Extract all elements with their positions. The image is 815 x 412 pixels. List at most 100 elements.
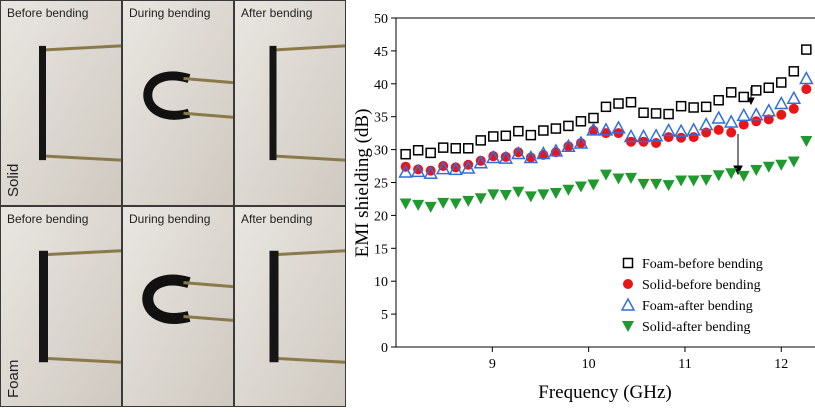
marker [763, 114, 774, 125]
photo-caption: Before bending [7, 6, 88, 20]
photo-caption: Before bending [7, 212, 88, 226]
marker [437, 142, 449, 153]
marker [648, 128, 664, 142]
marker [636, 128, 651, 143]
y-tick-label: 25 [374, 177, 388, 192]
clip-wire [42, 154, 122, 162]
marker [511, 145, 526, 160]
y-tick-label: 30 [374, 144, 388, 159]
photo-caption: During bending [129, 6, 210, 20]
y-tick-label: 20 [374, 209, 388, 224]
clip-wire [42, 44, 122, 52]
marker [800, 136, 813, 148]
photo-caption: After bending [241, 6, 312, 20]
marker [662, 180, 675, 192]
marker [475, 135, 487, 146]
photo [235, 207, 345, 406]
y-tick-label: 40 [374, 78, 388, 93]
y-tick-label: 50 [374, 12, 388, 27]
marker [424, 201, 437, 213]
y-tick-label: 0 [381, 341, 388, 356]
marker [410, 163, 426, 178]
photo [235, 1, 345, 205]
x-tick-label: 9 [489, 357, 496, 372]
legend-marker [620, 297, 636, 311]
marker [549, 188, 562, 200]
marker [788, 66, 800, 77]
marker [538, 125, 549, 136]
marker [736, 107, 751, 122]
marker [448, 161, 463, 176]
marker [586, 122, 601, 136]
marker [801, 84, 812, 95]
marker [500, 151, 511, 162]
marker [587, 179, 600, 191]
marker [675, 175, 688, 187]
marker [462, 143, 474, 154]
x-tick-label: 12 [774, 357, 788, 372]
marker [425, 147, 436, 159]
marker [474, 193, 487, 205]
marker [400, 148, 411, 160]
clip-wire [273, 44, 346, 52]
y-tick-label: 35 [374, 111, 388, 126]
legend-label: Foam-after bending [642, 299, 753, 314]
marker [525, 129, 537, 141]
annotation-arrows [733, 87, 755, 176]
clip-wire [183, 111, 234, 119]
marker [663, 108, 674, 120]
marker [725, 87, 737, 98]
sample-bent [143, 71, 191, 120]
y-tick-label: 5 [381, 308, 388, 323]
marker [675, 100, 687, 112]
marker [588, 112, 599, 124]
marker [561, 138, 576, 153]
sample [269, 250, 279, 363]
marker [435, 161, 451, 175]
marker [750, 164, 763, 176]
marker [725, 168, 738, 180]
marker [688, 102, 699, 113]
marker [412, 199, 425, 211]
marker [512, 186, 525, 198]
marker [774, 95, 789, 110]
marker [462, 195, 475, 207]
marker [788, 103, 799, 114]
photo-caption: During bending [129, 212, 210, 226]
marker [600, 101, 612, 113]
marker [399, 198, 412, 210]
marker [536, 145, 551, 160]
marker [650, 178, 663, 190]
marker [488, 131, 499, 142]
clip-wire [273, 356, 346, 364]
marker [625, 96, 637, 108]
sample [39, 250, 48, 363]
marker [687, 175, 700, 187]
marker [713, 95, 724, 106]
marker [450, 162, 461, 173]
marker [700, 174, 713, 186]
clip-wire [183, 281, 234, 289]
y-tick-label: 45 [374, 45, 388, 60]
marker [487, 189, 500, 201]
marker [723, 114, 739, 128]
photo-panel: Before bending During bending After bendin… [0, 0, 346, 407]
marker [775, 159, 788, 171]
marker [737, 170, 750, 182]
marker [763, 82, 775, 93]
marker [750, 85, 762, 96]
marker [599, 169, 612, 181]
row-label: Solid [5, 164, 22, 197]
marker [625, 172, 638, 184]
marker [711, 110, 726, 124]
sample [39, 45, 46, 161]
marker [676, 132, 687, 143]
marker [550, 123, 562, 134]
marker [663, 132, 674, 143]
photo [123, 1, 233, 205]
marker [776, 109, 787, 120]
marker [738, 119, 749, 130]
legend-label: Foam-before bending [642, 257, 763, 272]
marker [498, 150, 514, 164]
